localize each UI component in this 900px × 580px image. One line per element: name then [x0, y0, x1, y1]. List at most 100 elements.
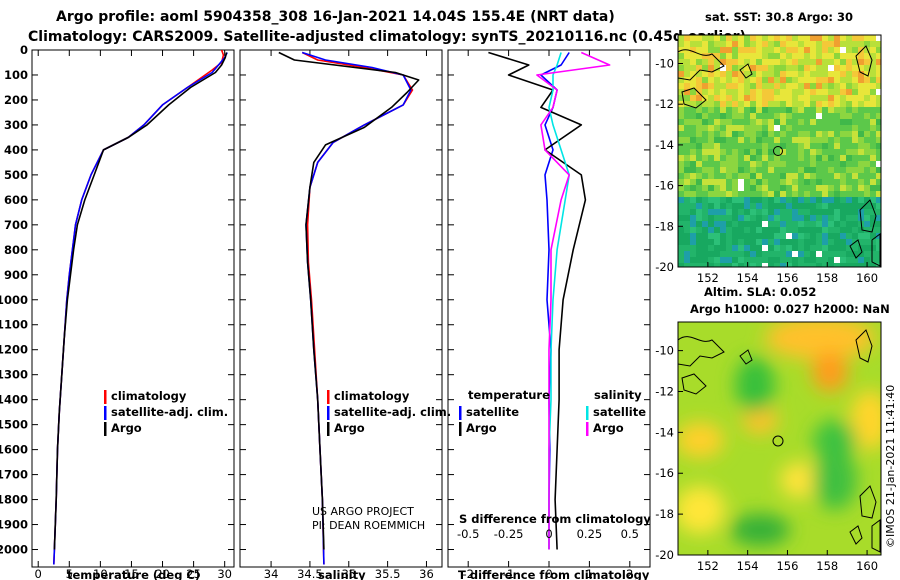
sst-pixel [786, 65, 792, 71]
sst-pixel [696, 257, 702, 263]
sst-pixel [852, 119, 858, 125]
sst-pixel [870, 95, 876, 101]
sst-pixel [870, 125, 876, 131]
sst-pixel [768, 125, 774, 131]
sst-pixel [732, 167, 738, 173]
sst-pixel [834, 173, 840, 179]
sst-pixel [690, 59, 696, 65]
sst-pixel [786, 167, 792, 173]
sst-pixel [696, 35, 702, 41]
sst-pixel [792, 209, 798, 215]
sst-pixel [762, 125, 768, 131]
sst-pixel [858, 113, 864, 119]
sst-pixel [738, 209, 744, 215]
sst-pixel [780, 95, 786, 101]
sst-pixel [684, 95, 690, 101]
sst-pixel [702, 227, 708, 233]
sst-pixel [834, 215, 840, 221]
sst-pixel [840, 161, 846, 167]
sst-pixel [798, 221, 804, 227]
sst-pixel [780, 155, 786, 161]
sst-pixel [876, 227, 881, 233]
sst-pixel [816, 173, 822, 179]
sst-pixel [822, 155, 828, 161]
sst-pixel [678, 161, 684, 167]
sst-pixel [714, 65, 720, 71]
sst-pixel [876, 95, 881, 101]
sst-pixel [714, 227, 720, 233]
sst-pixel [744, 137, 750, 143]
sst-pixel [816, 35, 822, 41]
sst-pixel [858, 89, 864, 95]
sst-pixel [846, 263, 852, 267]
sst-pixel [798, 209, 804, 215]
sst-pixel [876, 197, 881, 203]
sst-pixel [780, 209, 786, 215]
sst-pixel [690, 149, 696, 155]
sst-pixel [726, 119, 732, 125]
sst-pixel [798, 137, 804, 143]
sst-pixel [858, 101, 864, 107]
x-tick-label: 15 [124, 567, 139, 580]
sst-pixel [804, 245, 810, 251]
sst-pixel [756, 233, 762, 239]
sst-pixel [858, 209, 864, 215]
sst-pixel [804, 239, 810, 245]
sst-pixel [840, 71, 846, 77]
sst-pixel [702, 35, 708, 41]
sst-pixel [678, 119, 684, 125]
sst-pixel [810, 119, 816, 125]
sst-pixel [702, 209, 708, 215]
sst-pixel [756, 209, 762, 215]
sst-pixel [786, 89, 792, 95]
sst-pixel [846, 143, 852, 149]
sst-pixel [750, 203, 756, 209]
sst-pixel [804, 173, 810, 179]
sst-pixel [726, 143, 732, 149]
sst-pixel [720, 197, 726, 203]
sst-pixel [684, 191, 690, 197]
sst-pixel [810, 191, 816, 197]
sst-pixel [804, 263, 810, 267]
sst-pixel [798, 263, 804, 267]
sst-pixel [774, 203, 780, 209]
sst-pixel [816, 203, 822, 209]
sst-pixel [810, 179, 816, 185]
legend-label-d-t-satellite: satellite [466, 405, 519, 419]
sst-pixel [804, 125, 810, 131]
sst-pixel [834, 101, 840, 107]
sst-pixel [744, 101, 750, 107]
sst-pixel [798, 233, 804, 239]
sst-pixel [798, 155, 804, 161]
sst-pixel [690, 251, 696, 257]
sst-pixel [750, 41, 756, 47]
sst-pixel [720, 185, 726, 191]
sst-pixel [810, 257, 816, 263]
sst-pixel [732, 179, 738, 185]
legend-label-climatology: climatology [111, 389, 187, 403]
sst-pixel [876, 245, 881, 251]
sst-pixel [828, 53, 834, 59]
sst-pixel [756, 125, 762, 131]
sst-pixel [876, 101, 881, 107]
sst-pixel [816, 59, 822, 65]
sst-pixel [804, 35, 810, 41]
sst-pixel [708, 209, 714, 215]
sst-pixel [768, 227, 774, 233]
sst-pixel [876, 167, 881, 173]
sst-pixel [780, 35, 786, 41]
sst-pixel [732, 149, 738, 155]
sst-pixel [858, 143, 864, 149]
sst-pixel [798, 239, 804, 245]
sst-pixel [696, 143, 702, 149]
sst-pixel [702, 41, 708, 47]
sst-pixel [804, 209, 810, 215]
sst-pixel [786, 185, 792, 191]
sst-pixel [750, 239, 756, 245]
sst-pixel [852, 251, 858, 257]
sst-pixel [858, 95, 864, 101]
sst-pixel [678, 257, 684, 263]
sst-pixel [708, 167, 714, 173]
sst-pixel [774, 167, 780, 173]
